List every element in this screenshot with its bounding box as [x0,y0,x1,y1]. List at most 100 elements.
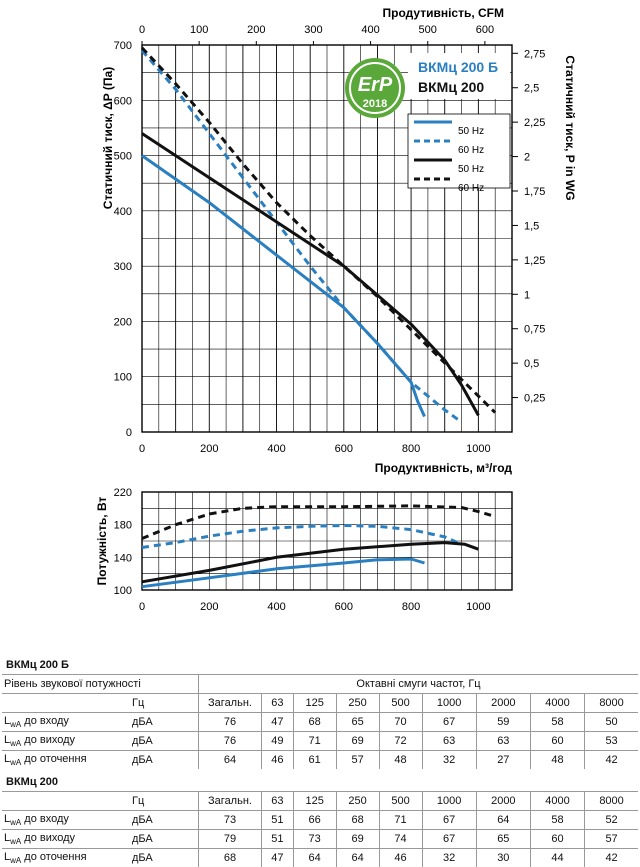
table-cell: 67 [422,811,476,830]
table-cell: 46 [262,751,294,770]
table-cell: 69 [336,732,379,751]
x-tick-label: 600 [335,443,353,455]
table-header-cell: 63 [262,792,294,811]
table-cell: 48 [530,751,584,770]
y-tick-label: 400 [114,206,132,218]
row-label-text: до оточення [21,851,86,863]
table-cell: 42 [585,849,638,867]
table-header-cell: 63 [262,694,294,713]
table-cell: 79 [199,830,262,849]
table-cell: 66 [293,811,336,830]
table-title-vkmts-200-b: ВКМц 200 Б [6,658,640,672]
pressure-curve-line [142,51,460,421]
table-cell: 58 [530,811,584,830]
table-header-cell: Гц [130,792,199,811]
table-header-cell: Загальн. [199,694,262,713]
row-unit: дБА [130,713,199,732]
y-tick-label: 140 [114,552,132,564]
table-cell: 71 [379,811,422,830]
power-curve-line [142,559,425,587]
table-cell: 65 [476,830,530,849]
table-cell: 48 [379,751,422,770]
x-tick-label: 800 [402,443,420,455]
table-header-cell: 8000 [585,792,638,811]
row-unit: дБА [130,811,199,830]
sound-tables: ВКМц 200 Б Рівень звукової потужності Ок… [0,658,640,867]
table-cell: 57 [585,830,638,849]
erp-badge-year: 2018 [363,98,387,110]
y-right-tick-label: 2,5 [524,83,539,95]
row-label-subscript: wA [10,739,21,748]
x-top-tick-label: 100 [190,24,208,36]
legend-label: 60 Hz [458,183,484,194]
table-header-cell: 4000 [530,792,584,811]
row-label: LwA до виходу [2,732,130,751]
table-cell: 63 [476,732,530,751]
y-tick-label: 100 [114,372,132,384]
table-caption-right: Октавні смуги частот, Гц [199,675,639,694]
x-axis-label-bottom: Продуктивність, м³/год [375,461,513,475]
model-label-vkmts-200-b: ВКМц 200 Б [418,59,498,75]
y-right-tick-label: 1,75 [524,186,545,198]
row-label: LwA до входу [2,811,130,830]
y-tick-label: 180 [114,520,132,532]
table-header-cell: 250 [336,694,379,713]
table-cell: 72 [379,732,422,751]
model-label-vkmts-200: ВКМц 200 [418,79,484,95]
y-tick-label: 0 [126,427,132,439]
table-cell: 57 [336,751,379,770]
table-header-cell: 500 [379,792,422,811]
y-right-tick-label: 0,75 [524,324,545,336]
y-right-tick-label: 2 [524,152,530,164]
table-cell: 58 [530,713,584,732]
x-tick-label: 400 [267,601,285,613]
y-axis-label: Потужність, Вт [95,497,109,586]
y-tick-label: 600 [114,95,132,107]
table-cell: 47 [262,849,294,867]
table-header-cell: 250 [336,792,379,811]
y-right-tick-label: 0,5 [524,358,539,370]
table-cell: 51 [262,811,294,830]
x-tick-label: 0 [139,601,145,613]
table-cell: 53 [585,732,638,751]
table-cell: 27 [476,751,530,770]
row-label: LwA до оточення [2,849,130,867]
y-tick-label: 300 [114,261,132,273]
y-right-tick-label: 1 [524,289,530,301]
row-label-subscript: wA [10,818,21,827]
y-axis-label-left: Статичний тиск, ΔP (Па) [101,67,115,209]
legend-label: 50 Hz [458,164,484,175]
row-label: LwA до входу [2,713,130,732]
row-unit: дБА [130,732,199,751]
table-cell: 64 [336,849,379,867]
x-tick-label: 1000 [466,443,490,455]
y-axis-label-right: Статичний тиск, P in WG [563,55,577,200]
table-cell: 64 [199,751,262,770]
table-cell: 74 [379,830,422,849]
table-cell: 76 [199,732,262,751]
table-header-cell: 500 [379,694,422,713]
table-header-cell: 4000 [530,694,584,713]
row-label-text: до виходу [21,734,75,746]
x-top-tick-label: 400 [361,24,379,36]
table-cell: 67 [422,713,476,732]
table-cell: 52 [585,811,638,830]
y-tick-label: 700 [114,40,132,52]
x-tick-label: 1000 [466,601,490,613]
x-top-tick-label: 600 [476,24,494,36]
legend-label: 60 Hz [458,145,484,156]
row-label-text: до оточення [21,753,86,765]
row-label: LwA до оточення [2,751,130,770]
row-label-subscript: wA [10,720,21,729]
table-caption-left: Рівень звукової потужності [2,675,199,694]
table-cell: 71 [293,732,336,751]
table-header-cell: 1000 [422,694,476,713]
table-cell: 51 [262,830,294,849]
